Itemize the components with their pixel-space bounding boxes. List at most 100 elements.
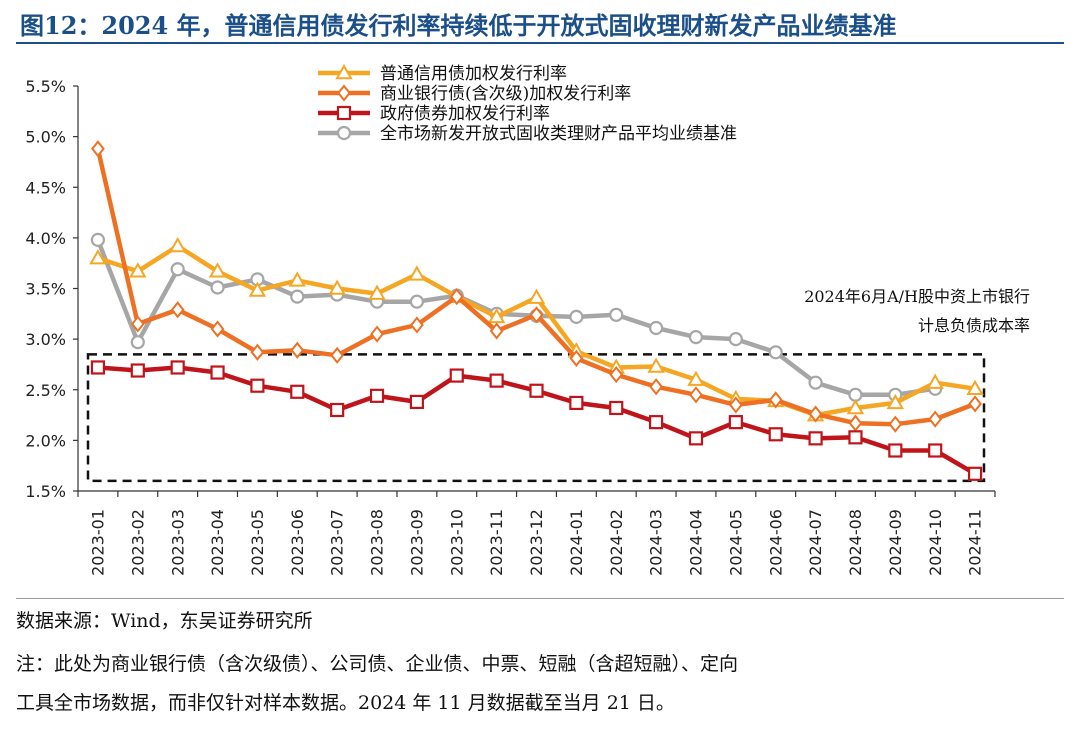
x-tick-label: 2024-07 (806, 509, 825, 576)
x-tick-label: 2023-03 (168, 509, 187, 576)
series-point (91, 140, 105, 158)
legend-swatch-marker (336, 125, 352, 141)
y-tick-label: 4.5% (25, 178, 66, 197)
note-line-2: 工具全市场数据，而非仅针对样本数据。2024 年 11 月数据截至当月 21 日… (16, 692, 675, 714)
series-point (328, 279, 346, 295)
series-point (529, 383, 544, 398)
x-tick-label: 2024-11 (966, 509, 985, 576)
series-point (130, 315, 145, 333)
x-tick-label: 2024-09 (886, 509, 905, 576)
series-point (449, 287, 464, 306)
x-tick-label: 2023-10 (447, 509, 466, 576)
series-point (609, 400, 624, 416)
x-tick-label: 2023-06 (288, 509, 307, 576)
figure-title-bar: 图12：2024 年，普通信用债发行利率持续低于开放式固收理财新发产品业绩基准 (16, 2, 1064, 44)
series-point (928, 443, 943, 458)
series-point (210, 365, 225, 380)
x-tick-label: 2024-06 (766, 509, 785, 576)
series-point (250, 378, 265, 393)
series-point (330, 402, 345, 418)
series-point (768, 427, 783, 442)
series-2 (90, 360, 983, 481)
chart-series (89, 140, 984, 481)
data-source: 数据来源：Wind，东吴证券研究所 (16, 610, 313, 632)
series-point (208, 262, 227, 278)
x-tick-label: 2024-02 (607, 509, 626, 576)
series-point (449, 368, 464, 383)
series-point (369, 388, 385, 403)
series-point (129, 262, 147, 278)
series-point (848, 430, 863, 445)
x-tick-label: 2023-02 (128, 509, 147, 576)
series-point (888, 443, 903, 458)
series-point (967, 466, 983, 481)
line-chart: 5.5% 5.0% 4.5% 4.0% 3.5% 3.0% 2.5% 2.0% 1.5% 2023… (25, 63, 1030, 576)
series-point (168, 236, 187, 253)
series-point (527, 288, 546, 304)
series-point (966, 379, 984, 395)
series-point (489, 322, 504, 340)
series-point (688, 431, 704, 446)
series-point (846, 398, 865, 415)
series-point (487, 307, 506, 324)
series-point (728, 332, 743, 347)
legend-label: 全市场新发开放式固收类理财产品平均业绩基准 (380, 124, 737, 144)
y-tick-label: 3.5% (25, 280, 66, 299)
series-point (968, 395, 982, 413)
series-point (647, 357, 665, 373)
series-point (687, 370, 705, 386)
series-point (609, 307, 624, 322)
series-point (529, 306, 544, 324)
series-point (688, 330, 704, 345)
series-point (290, 384, 305, 399)
x-tick-label: 2024-05 (726, 509, 745, 576)
series-point (130, 335, 145, 350)
series-point (808, 375, 823, 390)
legend-swatch-marker (337, 84, 351, 102)
series-point (808, 431, 823, 446)
series-point (368, 284, 386, 300)
series-point (248, 281, 267, 297)
series-point (649, 415, 664, 430)
annotation-text-line1: 2024年6月A/H股中资上市银行 (804, 287, 1030, 306)
x-tick-label: 2024-01 (567, 509, 586, 576)
series-point (408, 265, 426, 281)
series-line (95, 239, 936, 398)
x-tick-label: 2023-07 (328, 509, 347, 576)
series-point (170, 301, 185, 319)
series-point (170, 262, 185, 277)
series-point (609, 365, 624, 384)
series-point (886, 393, 905, 410)
series-point (90, 232, 106, 247)
x-tick-label: 2023-05 (248, 509, 267, 576)
y-tick-label: 1.5% (25, 482, 66, 501)
y-tick-label: 4.0% (25, 229, 66, 248)
legend-swatch-marker (336, 105, 352, 121)
series-point (210, 320, 225, 338)
series-point (290, 289, 305, 304)
legend-label: 普通信用债加权发行利率 (380, 64, 567, 84)
legend-swatch-marker (335, 63, 353, 80)
series-point (410, 316, 424, 334)
x-tick-label: 2023-08 (368, 509, 387, 576)
series-point (569, 309, 584, 324)
series-point (649, 378, 663, 396)
note-line-1: 注：此处为商业银行债（含次级债）、公司债、企业债、中票、短融（含超短融）、定向 (16, 653, 739, 675)
series-point (848, 414, 863, 432)
figure-title: 图12：2024 年，普通信用债发行利率持续低于开放式固收理财新发产品业绩基准 (20, 11, 897, 40)
series-point (489, 373, 504, 388)
x-tick-label: 2023-12 (527, 509, 546, 576)
series-point (130, 363, 145, 378)
series-point (90, 360, 106, 375)
x-tick-label: 2024-03 (647, 509, 666, 576)
footer-divider (16, 598, 1064, 599)
x-tick-label: 2024-10 (926, 509, 945, 576)
series-point (89, 249, 107, 265)
series-point (409, 294, 424, 309)
series-point (808, 405, 823, 423)
x-tick-label: 2023-11 (487, 509, 506, 576)
x-tick-label: 2024-08 (846, 509, 865, 576)
series-1 (91, 140, 982, 433)
series-point (170, 360, 185, 375)
y-tick-label: 3.0% (25, 330, 66, 349)
